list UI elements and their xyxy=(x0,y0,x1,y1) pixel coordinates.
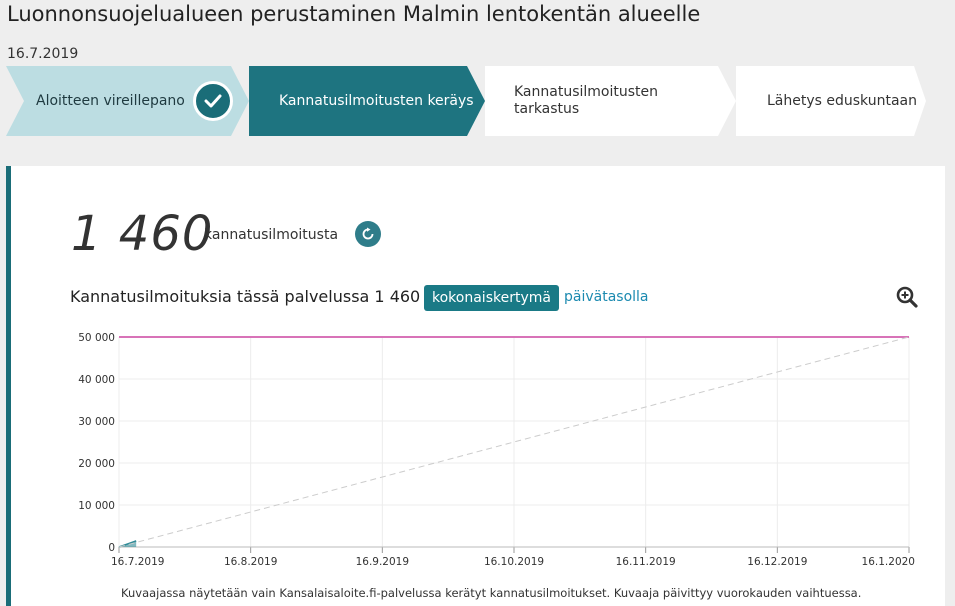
x-tick-label: 16.10.2019 xyxy=(484,556,544,568)
page-title: Luonnonsuojelualueen perustaminen Malmin… xyxy=(7,2,701,26)
y-tick-label: 0 xyxy=(108,542,115,554)
y-tick-label: 50 000 xyxy=(78,332,115,344)
x-tick-label: 16.11.2019 xyxy=(616,556,676,568)
chart-footnote: Kuvaajassa näytetään vain Kansalaisaloit… xyxy=(121,586,862,600)
x-tick-label: 16.9.2019 xyxy=(356,556,409,568)
projection-line xyxy=(118,336,910,548)
y-tick-label: 40 000 xyxy=(78,374,115,386)
step-verification-label: Kannatusilmoitusten tarkastus xyxy=(514,84,658,117)
support-card: 1 460 kannatusilmoitusta Kannatusilmoitu… xyxy=(6,166,945,606)
refresh-icon xyxy=(362,227,374,240)
step-initiation-label: Aloitteen vireillepano xyxy=(36,93,185,109)
initiative-date: 16.7.2019 xyxy=(7,46,79,62)
daily-view-link[interactable]: päivätasolla xyxy=(564,289,649,305)
x-tick-label: 16.7.2019 xyxy=(111,556,164,568)
y-tick-label: 10 000 xyxy=(78,500,115,512)
check-icon xyxy=(192,81,233,121)
refresh-button[interactable] xyxy=(355,221,381,247)
zoom-in-icon xyxy=(896,286,918,308)
step-parliament-label: Lähetys eduskuntaan xyxy=(767,93,917,109)
support-count: 1 460 xyxy=(71,206,214,262)
step-collection: Kannatusilmoitusten keräys xyxy=(249,66,485,136)
step-verification: Kannatusilmoitusten tarkastus xyxy=(485,66,736,136)
x-tick-label: 16.1.2020 xyxy=(862,556,915,568)
chart-title: Kannatusilmoituksia tässä palvelussa 1 4… xyxy=(70,287,421,306)
y-tick-label: 20 000 xyxy=(78,458,115,470)
progress-steps: Aloitteen vireillepano Kannatusilmoitust… xyxy=(0,66,955,136)
zoom-button[interactable] xyxy=(895,285,919,309)
x-tick-label: 16.8.2019 xyxy=(224,556,277,568)
step-parliament: Lähetys eduskuntaan xyxy=(736,66,926,136)
y-tick-label: 30 000 xyxy=(78,416,115,428)
cumulative-view-button[interactable]: kokonaiskertymä xyxy=(424,285,559,311)
step-collection-label: Kannatusilmoitusten keräys xyxy=(279,93,474,109)
support-chart: 0 10 000 20 000 30 000 40 000 50 000 16.7.2019… xyxy=(78,332,915,568)
x-tick-label: 16.12.2019 xyxy=(747,556,807,568)
support-count-label: kannatusilmoitusta xyxy=(204,227,339,243)
step-initiation: Aloitteen vireillepano xyxy=(6,66,249,136)
